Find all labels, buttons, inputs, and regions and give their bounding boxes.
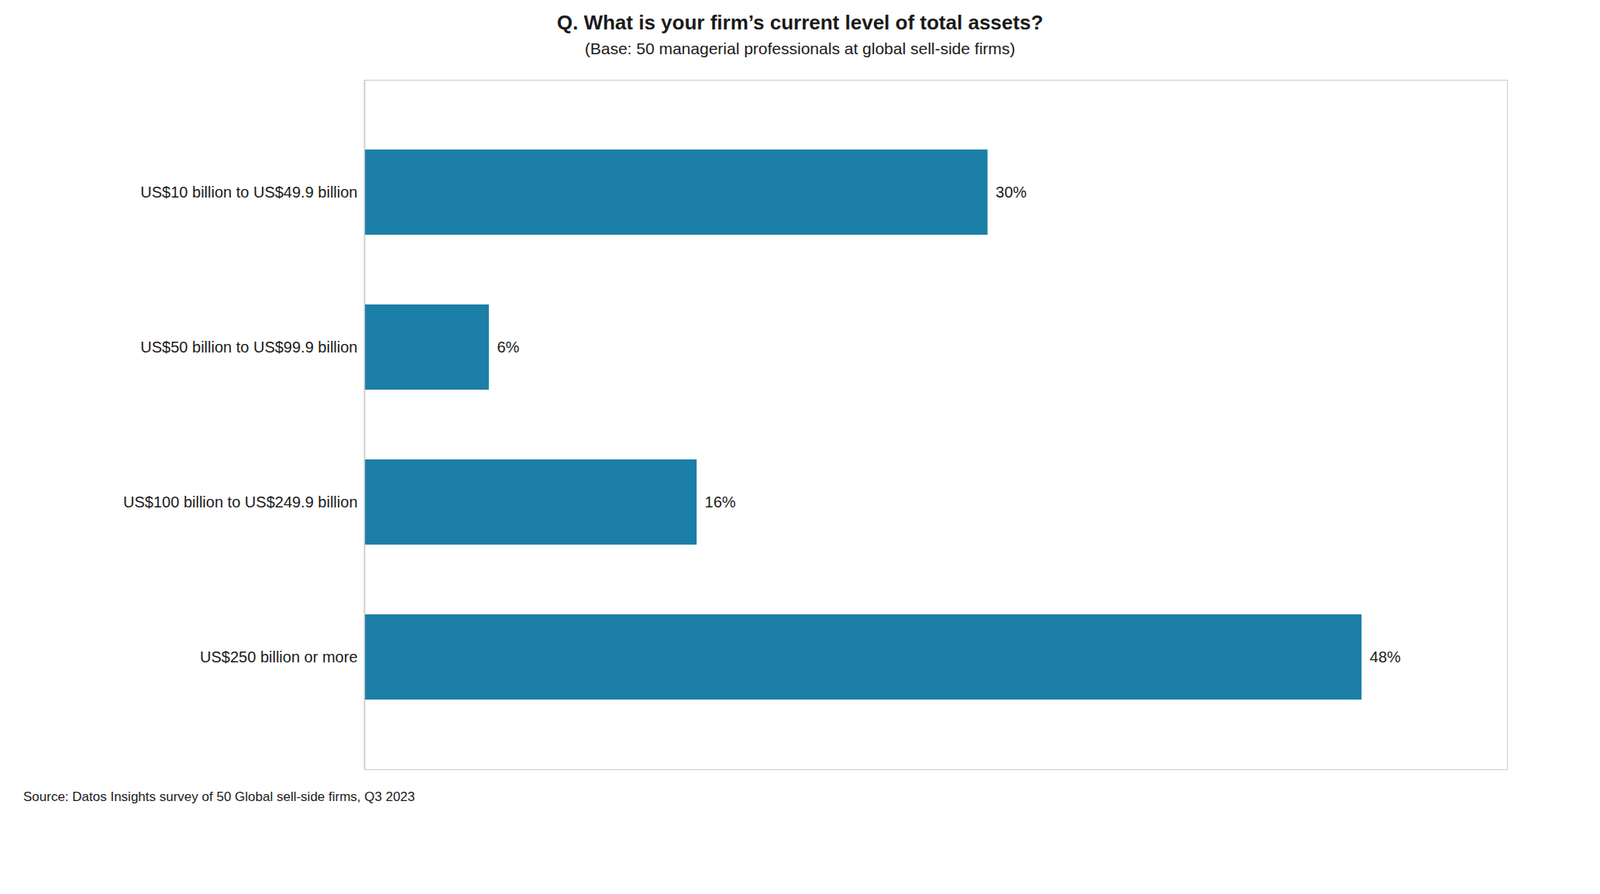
html-text:Q. What is your firm’s current: Q. What is your firm’s current level of … bbox=[556, 10, 1044, 35]
svg-text:US$10 billion to US$49.9 billi: US$10 billion to US$49.9 billion bbox=[140, 183, 358, 201]
html-text:Source: Datos Insights survey: Source: Datos Insights survey of 50 Glob… bbox=[23, 789, 415, 805]
svg-text:US$50 billion to US$99.9 billi: US$50 billion to US$99.9 billion bbox=[140, 338, 358, 356]
html-text:(Base: 50 managerial professio: (Base: 50 managerial professionals at gl… bbox=[584, 39, 1016, 58]
svg-text:US$250 billion or more: US$250 billion or more bbox=[199, 648, 358, 666]
svg-text:6%: 6% bbox=[496, 338, 520, 356]
svg-text:16%: 16% bbox=[705, 493, 737, 511]
svg-text:30%: 30% bbox=[995, 183, 1027, 201]
svg-text:48%: 48% bbox=[1369, 648, 1401, 666]
svg-text:US$100 billion to US$249.9 bil: US$100 billion to US$249.9 billion bbox=[123, 493, 358, 511]
